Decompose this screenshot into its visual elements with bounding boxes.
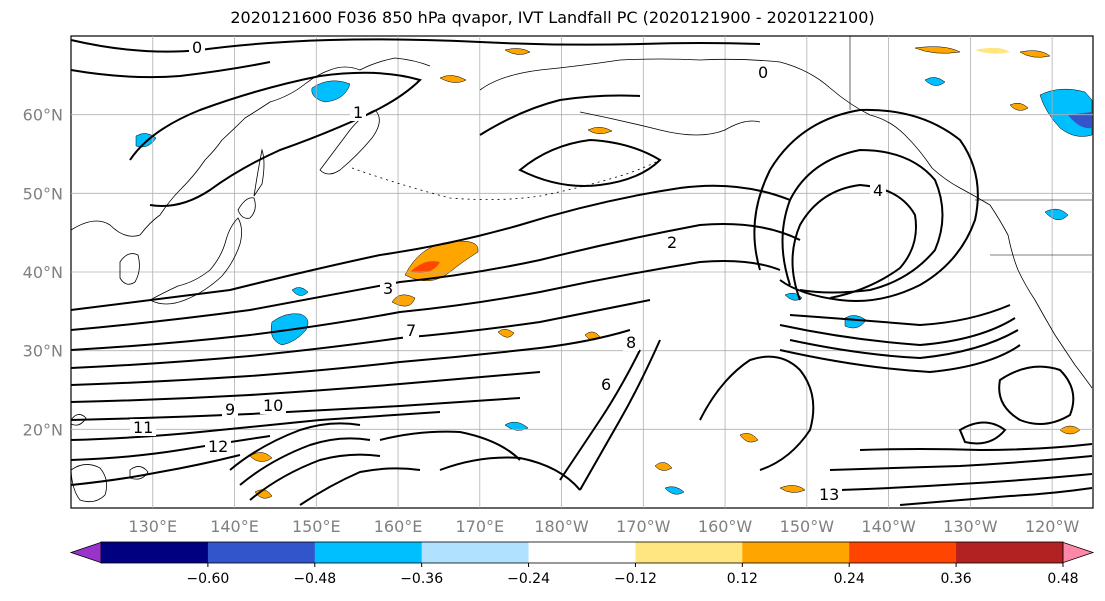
shade-blob	[249, 452, 273, 462]
shade-blob	[439, 75, 467, 83]
shade-blob	[739, 433, 759, 443]
colorbar-tick-label: 0.24	[834, 571, 865, 587]
contour-label: 6	[601, 375, 611, 394]
shade-blob	[1068, 112, 1092, 129]
colorbar-segment	[207, 542, 316, 563]
colorbar-tick-label: −0.36	[400, 571, 443, 587]
longitude-label: 180°W	[534, 517, 589, 536]
longitude-label: 170°W	[616, 517, 671, 536]
contour-label: 13	[819, 485, 839, 504]
shade-blob	[311, 80, 351, 103]
longitude-label: 160°E	[374, 517, 423, 536]
colorbar-extend-high	[1061, 541, 1095, 564]
longitude-label: 150°W	[780, 517, 835, 536]
contour-label: 0	[758, 63, 768, 82]
shade-blob	[1059, 425, 1081, 435]
colorbar-segment	[314, 542, 423, 563]
graticule	[71, 36, 1093, 508]
shade-blob	[664, 486, 685, 495]
longitude-label: 170°E	[455, 517, 504, 536]
longitude-label: 130°E	[128, 517, 177, 536]
contour-label-bg	[189, 39, 205, 56]
longitude-label: 150°E	[292, 517, 341, 536]
longitude-label: 120°W	[1025, 517, 1080, 536]
longitude-label: 140°E	[210, 517, 259, 536]
contour-label-bg	[623, 334, 639, 351]
shade-blob	[504, 48, 531, 55]
shade-blob	[975, 47, 1010, 54]
shade-blob	[654, 462, 673, 471]
contour-label: 12	[208, 437, 228, 456]
colorbar-tick-label: 0.36	[941, 571, 972, 587]
latitude-labels: 60°N 50°N 40°N 30°N 20°N	[23, 106, 63, 440]
contour-label: 8	[626, 333, 636, 352]
colorbar-extend-low	[69, 541, 103, 564]
colorbar-segment	[742, 542, 850, 563]
contour-label-bg	[870, 182, 886, 199]
colorbar: −0.60 −0.48 −0.36 −0.24 −0.12 0.12 0.24 0.36 0.4…	[69, 541, 1095, 587]
colorbar-segment	[849, 542, 957, 563]
colorbar-segment	[956, 542, 1064, 563]
contour-label: 0	[192, 38, 202, 57]
contour-label-bg	[205, 438, 231, 455]
colorbar-segment	[635, 542, 743, 563]
longitude-label: 140°W	[861, 517, 916, 536]
contour-label-bg	[403, 322, 419, 339]
contour-label-bg	[260, 397, 286, 414]
contour-label-bg	[350, 104, 366, 121]
contour-label: 7	[406, 321, 416, 340]
contour-label: 9	[225, 400, 235, 419]
map-title: 2020121600 F036 850 hPa qvapor, IVT Land…	[230, 8, 875, 27]
shade-blob	[587, 127, 613, 134]
shade-blob	[1019, 50, 1051, 58]
colorbar-segment	[101, 542, 209, 563]
colorbar-tick-label: −0.24	[507, 571, 550, 587]
shade-blob	[291, 287, 309, 296]
contour-label-bg	[664, 234, 680, 251]
shade-blob	[497, 329, 515, 338]
latitude-label: 20°N	[23, 420, 63, 439]
latitude-label: 50°N	[23, 184, 63, 203]
contour-label-bg	[755, 64, 771, 81]
contour-label-bg	[816, 486, 842, 503]
latitude-label: 60°N	[23, 106, 63, 125]
colorbar-tick-label: −0.12	[614, 571, 657, 587]
latitude-label: 40°N	[23, 263, 63, 282]
shade-blob	[924, 77, 946, 86]
contour-label-bg	[222, 401, 238, 418]
ivt-contours	[70, 38, 1093, 506]
colorbar-frame	[100, 541, 1064, 564]
contour-label: 2	[667, 233, 677, 252]
shade-blob	[1009, 102, 1029, 111]
contour-label: 3	[383, 279, 393, 298]
colorbar-segment	[528, 542, 636, 563]
latitude-label: 30°N	[23, 342, 63, 361]
colorbar-segment	[421, 542, 530, 563]
colorbar-tick-label: 0.12	[727, 571, 758, 587]
colorbar-tick-label: −0.60	[186, 571, 229, 587]
shade-blob	[410, 261, 440, 273]
contour-label-bg	[130, 419, 156, 436]
colorbar-tick-label: −0.48	[293, 571, 336, 587]
longitude-label: 160°W	[698, 517, 753, 536]
contour-label: 11	[133, 418, 153, 437]
shade-blob	[914, 46, 961, 54]
colorbar-tick-label: 0.48	[1047, 571, 1078, 587]
shade-blob	[779, 485, 806, 493]
contour-label-bg	[380, 280, 396, 297]
longitude-labels: 130°E 140°E 150°E 160°E 170°E 180°W 170°W 160°W…	[128, 517, 1079, 536]
shade-blob	[504, 421, 529, 431]
longitude-label: 130°W	[943, 517, 998, 536]
contour-label: 10	[263, 396, 283, 415]
contour-label: 1	[353, 103, 363, 122]
contour-label: 4	[873, 181, 883, 200]
contour-label-bg	[598, 376, 614, 393]
